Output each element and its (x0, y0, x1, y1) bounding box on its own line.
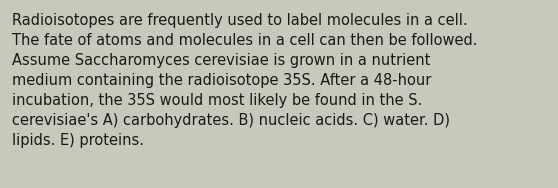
Text: Radioisotopes are frequently used to label molecules in a cell.
The fate of atom: Radioisotopes are frequently used to lab… (12, 13, 478, 148)
